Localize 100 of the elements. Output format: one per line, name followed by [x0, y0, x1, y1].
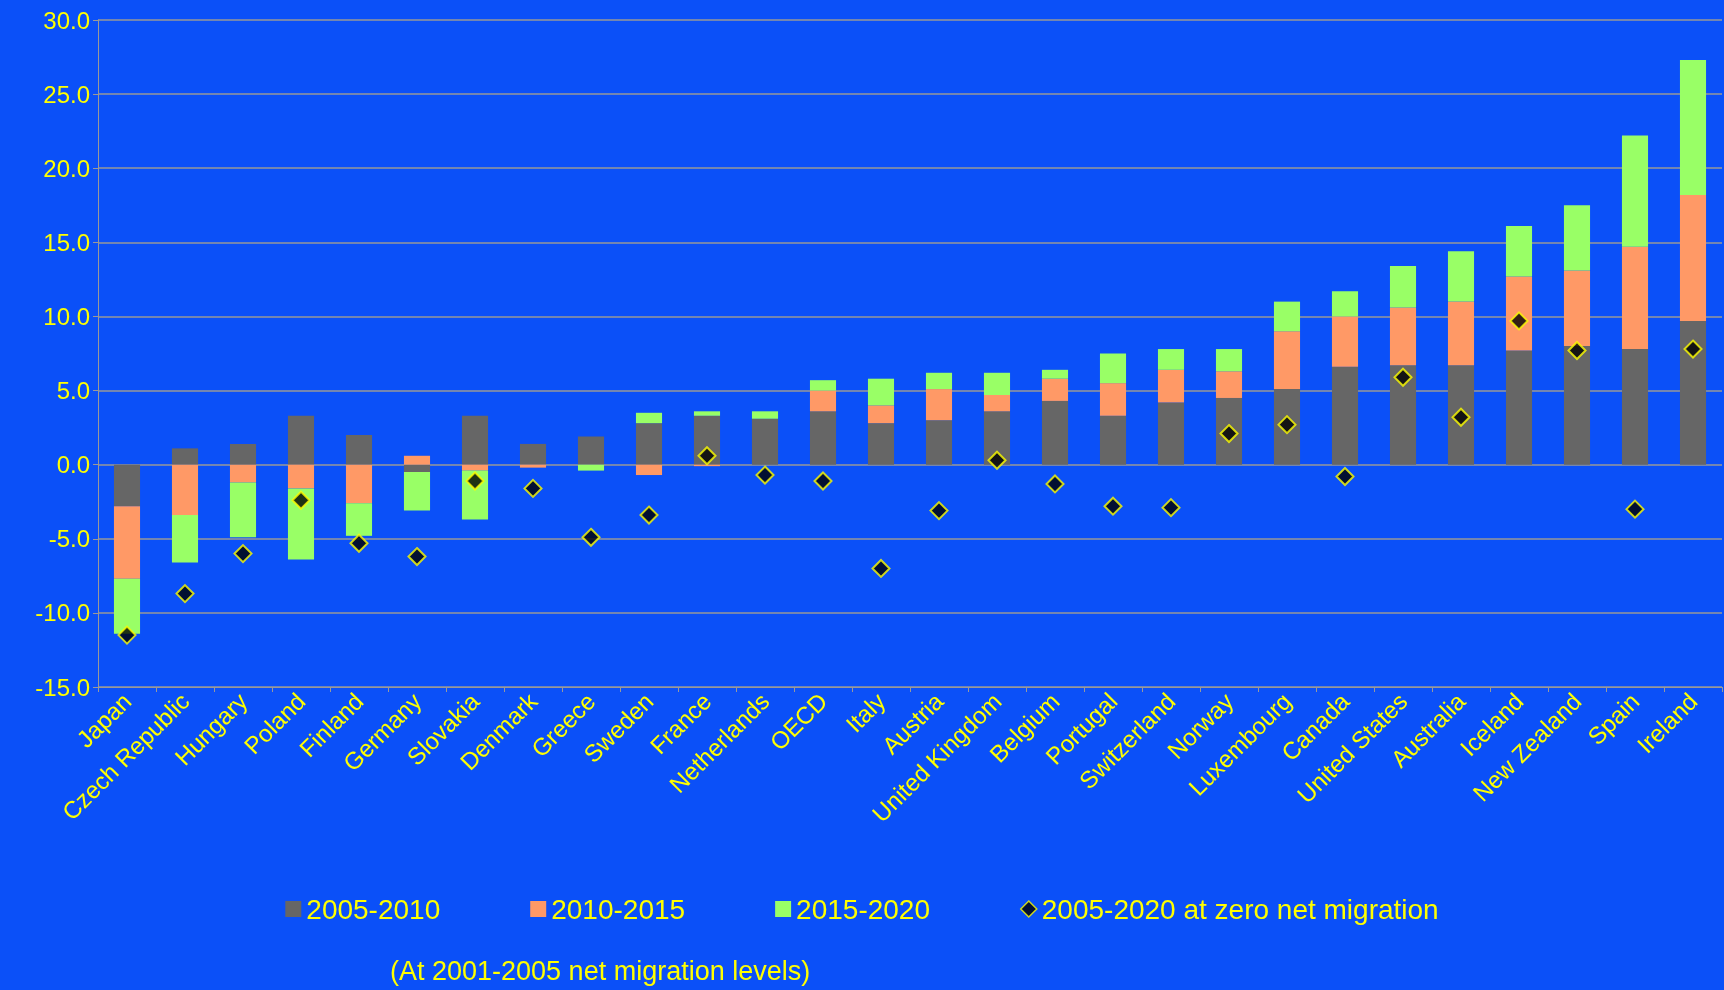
point — [1683, 339, 1703, 359]
point — [1393, 367, 1413, 387]
legend-label: 2015-2020 — [796, 893, 931, 925]
bar — [1563, 205, 1591, 271]
point — [175, 584, 195, 604]
bar — [693, 411, 721, 416]
y-tick-label: 30.0 — [43, 6, 90, 34]
bar — [287, 415, 315, 465]
point — [523, 478, 543, 498]
bar — [1331, 316, 1359, 367]
y-tick-label: -10.0 — [35, 599, 90, 627]
bar — [229, 443, 257, 465]
bar — [171, 448, 199, 465]
bar — [1273, 301, 1301, 332]
point — [1451, 407, 1471, 427]
bar — [1389, 365, 1417, 465]
bar — [403, 472, 431, 511]
bar — [925, 389, 953, 421]
bar — [1679, 194, 1707, 321]
bar — [751, 418, 779, 465]
point — [1567, 341, 1587, 361]
bar — [867, 423, 895, 465]
bar — [925, 372, 953, 390]
bar — [867, 405, 895, 424]
point — [291, 490, 311, 510]
point — [349, 533, 369, 553]
text: (At 2001-2005 net migration levels) — [390, 955, 811, 986]
bar — [519, 464, 547, 468]
point — [1103, 496, 1123, 516]
bar — [229, 482, 257, 538]
bar — [345, 503, 373, 536]
y-tick-label: 15.0 — [43, 228, 90, 256]
point — [987, 450, 1007, 470]
bar — [1331, 366, 1359, 465]
bar — [171, 515, 199, 563]
bar — [1621, 246, 1649, 350]
bar — [1157, 402, 1185, 465]
bar — [1041, 369, 1069, 379]
point — [697, 446, 717, 466]
point — [871, 558, 891, 578]
bar — [867, 378, 895, 406]
bar — [1621, 135, 1649, 247]
x-tick-label: Italy — [840, 687, 891, 738]
bar — [983, 395, 1011, 412]
bar — [1273, 331, 1301, 390]
bar — [635, 412, 663, 424]
bar — [809, 390, 837, 412]
bar — [1505, 226, 1533, 277]
point — [813, 471, 833, 491]
bar — [1389, 266, 1417, 308]
y-tick-label: 25.0 — [43, 80, 90, 108]
bar — [113, 506, 141, 579]
bar — [171, 464, 199, 516]
legend-label: 2005-2020 at zero net migration — [1041, 893, 1439, 925]
bar — [1505, 350, 1533, 465]
bar — [345, 435, 373, 465]
bar — [983, 372, 1011, 395]
point — [117, 625, 137, 645]
bar — [287, 464, 315, 489]
y-tick-label: 20.0 — [43, 154, 90, 182]
bar — [635, 464, 663, 476]
legend-label: 2010-2015 — [551, 893, 686, 925]
legend-label: 2005-2010 — [306, 893, 441, 925]
bar — [577, 464, 605, 471]
bar — [1215, 371, 1243, 398]
bar — [925, 420, 953, 465]
point — [639, 505, 659, 525]
bar — [113, 464, 141, 507]
point — [1335, 467, 1355, 487]
bar — [1041, 400, 1069, 465]
y-tick-label: 0.0 — [56, 451, 90, 479]
bar — [1099, 353, 1127, 384]
bar — [1099, 383, 1127, 416]
bar — [229, 464, 257, 483]
y-tick-label: -15.0 — [35, 673, 90, 701]
bar — [1157, 349, 1185, 370]
bar — [1215, 349, 1243, 372]
bar — [1679, 320, 1707, 465]
bar — [751, 411, 779, 419]
bar — [635, 423, 663, 465]
point — [755, 465, 775, 485]
point — [1045, 474, 1065, 494]
y-tick-label: 5.0 — [56, 377, 90, 405]
bar — [1041, 378, 1069, 401]
bar — [1389, 307, 1417, 366]
bar — [461, 464, 489, 471]
bar — [1157, 369, 1185, 403]
bar — [809, 380, 837, 391]
bar — [519, 443, 547, 465]
point — [233, 544, 253, 564]
bar — [1447, 251, 1475, 302]
point — [929, 501, 949, 521]
y-tick-label: 10.0 — [43, 302, 90, 330]
point — [407, 547, 427, 567]
point — [581, 527, 601, 547]
bar — [809, 411, 837, 465]
point — [465, 471, 485, 491]
bar — [345, 464, 373, 504]
bar — [577, 436, 605, 465]
bar — [113, 578, 141, 634]
